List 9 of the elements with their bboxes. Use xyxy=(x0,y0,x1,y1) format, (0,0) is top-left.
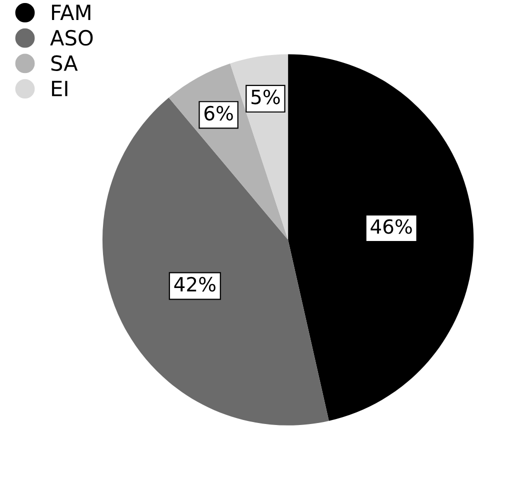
data-label: 6% xyxy=(204,106,233,121)
legend-label: EI xyxy=(52,80,68,96)
data-label: 42% xyxy=(174,276,216,292)
data-label: 5% xyxy=(252,90,280,104)
pie-slice xyxy=(288,54,474,421)
legend-label: FAM xyxy=(52,4,90,20)
legend-label: SA xyxy=(51,55,78,72)
data-label: 46% xyxy=(370,219,412,234)
legend-label: ASO xyxy=(50,30,93,46)
